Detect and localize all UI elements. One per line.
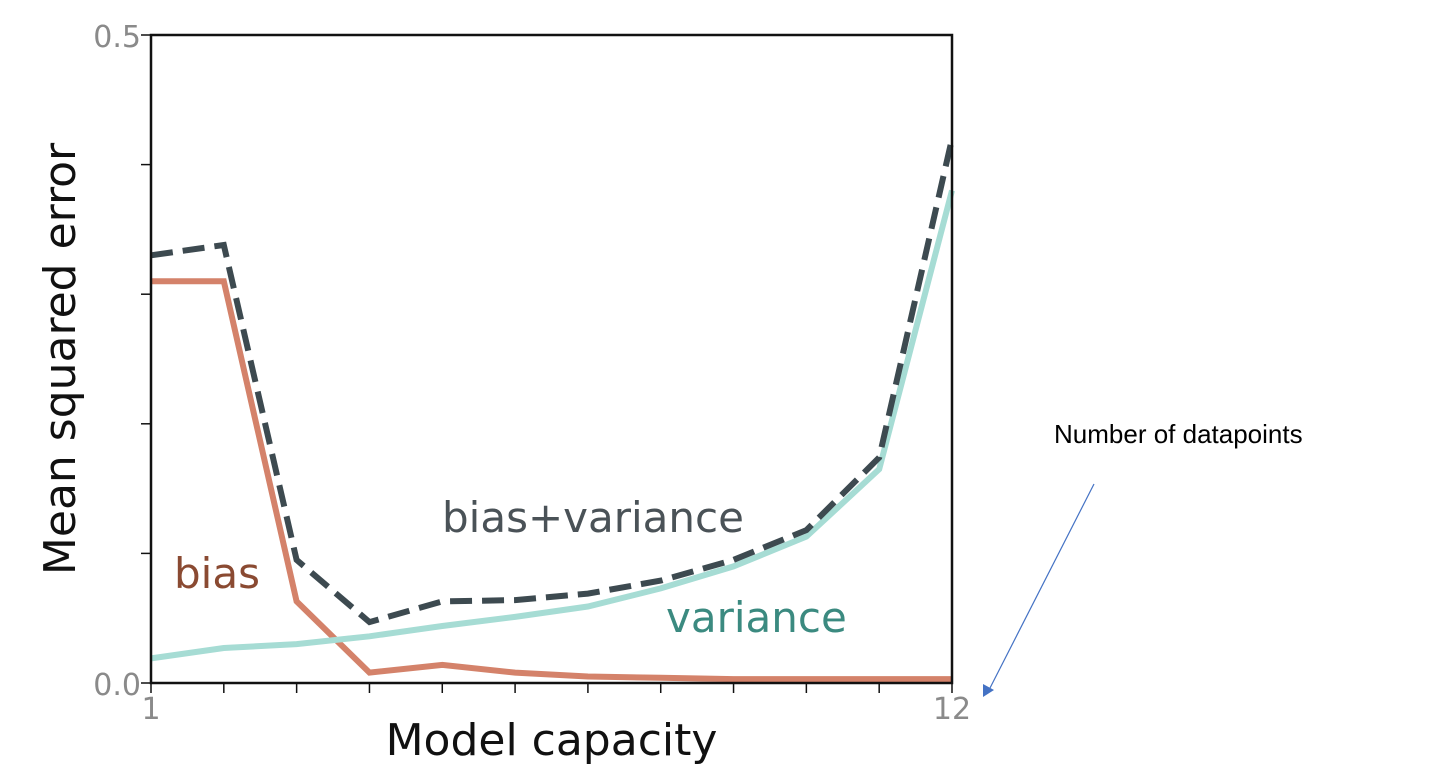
y-tick-label-min: 0.0 — [93, 668, 141, 703]
series-line-bias-plus-variance — [150, 138, 955, 626]
series-label-bias: bias — [174, 549, 260, 598]
annotation-arrow-head — [983, 684, 994, 697]
series-label-variance: variance — [666, 593, 847, 642]
plot-frame — [149, 33, 954, 685]
x-tick-label-min: 1 — [141, 692, 160, 727]
x-tick-label-max: 12 — [933, 692, 971, 727]
axis-ticks — [141, 34, 953, 693]
series-lines — [150, 138, 955, 683]
x-axis-title: Model capacity — [386, 715, 718, 766]
y-axis-title: Mean squared error — [35, 142, 86, 575]
series-line-variance — [150, 189, 955, 662]
series-line-bias — [151, 278, 952, 683]
annotation-arrow — [989, 483, 1095, 689]
series-label-bias-plus-variance: bias+variance — [442, 493, 744, 542]
y-tick-label-max: 0.5 — [93, 20, 141, 55]
annotation-number-of-datapoints: Number of datapoints — [1054, 419, 1303, 449]
